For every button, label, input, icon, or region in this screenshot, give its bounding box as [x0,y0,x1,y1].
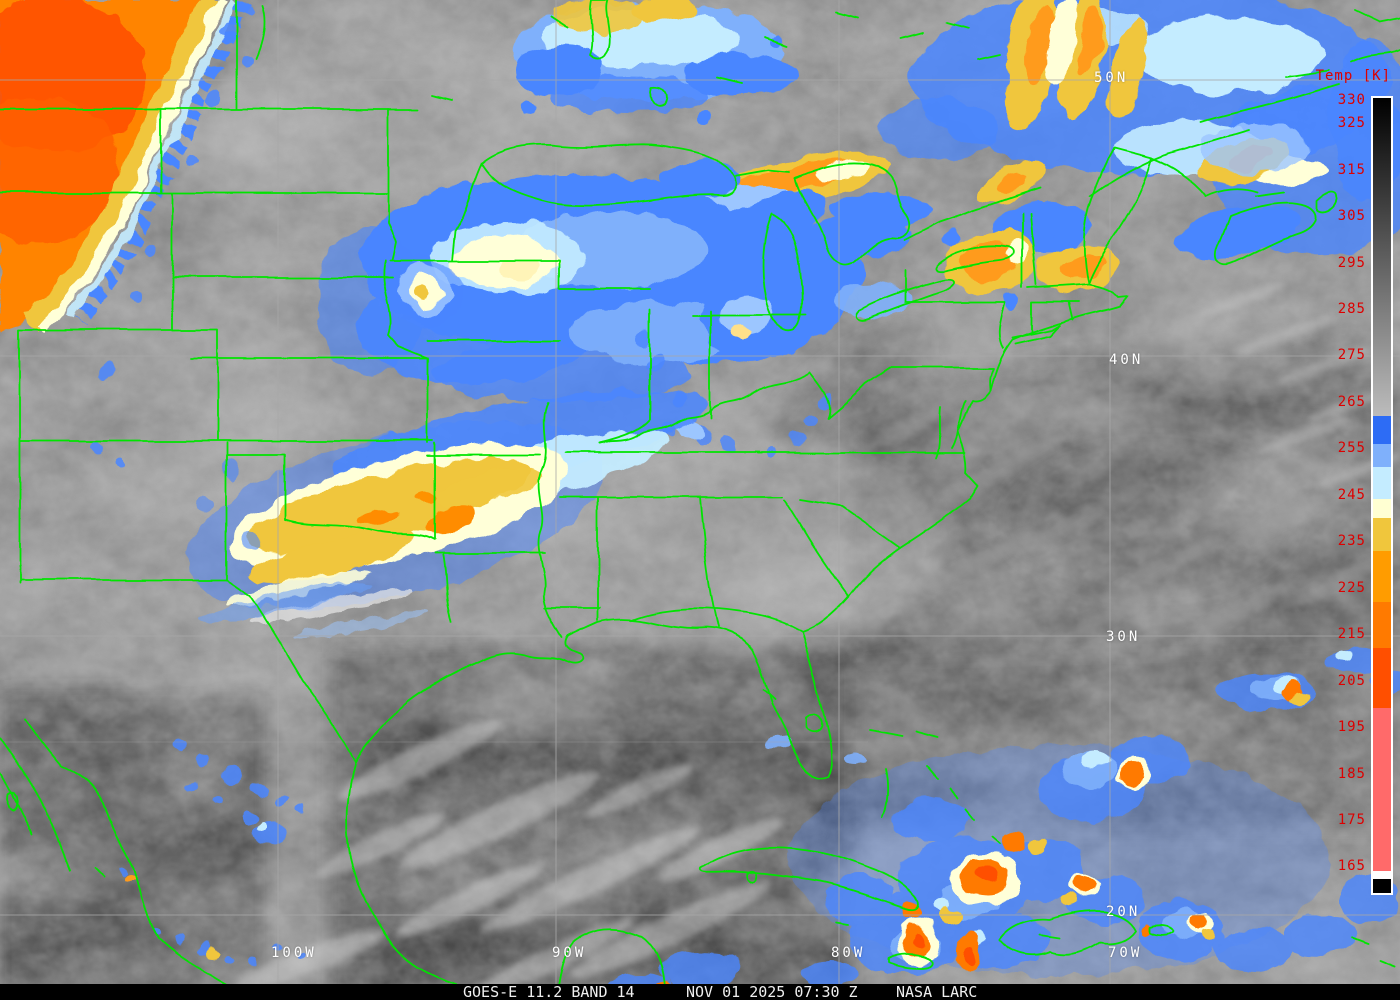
colorbar-tick-185: 185 [1337,765,1366,782]
border-mexico [0,579,666,1000]
colorbar-tick-165: 165 [1337,858,1366,875]
colorbar-segment [1373,601,1391,649]
colorbar-tick-315: 315 [1337,161,1366,178]
grid-label-90w: 90W [552,945,587,961]
colorbar-segment [1373,443,1391,467]
grid-label-100w: 100W [271,945,317,961]
colorbar-tick-215: 215 [1337,626,1366,643]
colorbar-tick-255: 255 [1337,440,1366,457]
border-west-states [0,0,561,623]
colorbar-segment [1373,415,1391,444]
grid-label-50n: 50N [1094,70,1129,86]
grid-label-30n: 30N [1106,629,1141,645]
colorbar-tick-265: 265 [1337,393,1366,410]
colorbar-tick-205: 205 [1337,672,1366,689]
colorbar-segment [1373,499,1391,519]
border-midwest [382,108,807,444]
colorbar-tick-330: 330 [1337,92,1366,108]
border-midatlantic [599,269,1006,444]
colorbar-tick-325: 325 [1337,115,1366,132]
colorbar-tick-225: 225 [1337,579,1366,596]
caption-agency: NASA LARC [896,983,978,1000]
border-southeast [537,402,966,639]
coastline-east-gulf [354,157,1153,781]
colorbar-segment [1373,466,1391,500]
colorbar-tick-305: 305 [1337,208,1366,225]
caribbean-islands [698,728,1396,991]
grid-label-40n: 40N [1109,352,1144,368]
colorbar-segment [1373,98,1391,416]
colorbar-tick-295: 295 [1337,254,1366,271]
colorbar-segment [1373,518,1391,551]
colorbar-segment [1373,878,1391,894]
caption-product: GOES-E 11.2 BAND 14 [463,983,635,1000]
grid-label-70w: 70W [1108,945,1143,961]
cloud-streets [234,281,1400,1000]
colorbar-tick-175: 175 [1337,811,1366,828]
colorbar-tick-245: 245 [1337,486,1366,503]
grid-label-80w: 80W [831,945,866,961]
colorbar-tick-195: 195 [1337,719,1366,736]
colorbar-tick-235: 235 [1337,533,1366,550]
caption-datetime: NOV 01 2025 07:30 Z [686,983,858,1000]
colorbar-segment [1373,871,1391,879]
colorbar-title: Temp [K] [1315,68,1391,84]
border-maritimes [1151,9,1400,266]
caption-bar: GOES-E 11.2 BAND 14 NOV 01 2025 07:30 Z … [0,984,1400,1000]
colorbar-tick-275: 275 [1337,347,1366,364]
colorbar-segment [1373,648,1391,709]
grid-label-20n: 20N [1106,904,1141,920]
temperature-colorbar [1371,96,1393,895]
border-newengland [1021,147,1153,333]
canada-lakes [431,0,1001,107]
colorbar-tick-285: 285 [1337,301,1366,318]
colorbar-segment [1373,550,1391,602]
bays-and-islands [762,324,1061,734]
great-lakes [481,129,1249,332]
colorbar-segment [1373,708,1391,872]
